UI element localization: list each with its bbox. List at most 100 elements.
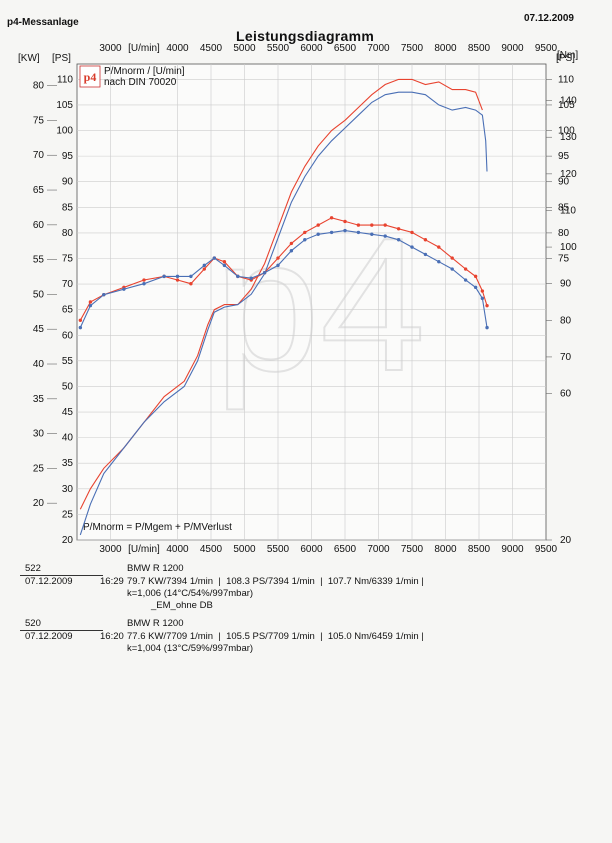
series-line-torque_nm-522 bbox=[79, 217, 488, 321]
run-block-520: 520 BMW R 1200 07.12.2009 16:20 77.6 KW/… bbox=[20, 618, 424, 706]
kw-tick-label: 75 bbox=[33, 115, 45, 126]
data-point-torque_nm-520 bbox=[343, 228, 347, 233]
data-point-torque_nm-520 bbox=[142, 281, 146, 286]
ps-tick-label: 45 bbox=[62, 407, 74, 418]
x-tick-top: 6500 bbox=[334, 43, 357, 54]
p4-logo-text: p4 bbox=[84, 70, 97, 84]
data-point-torque_nm-522 bbox=[142, 278, 146, 282]
data-point-torque_nm-520 bbox=[162, 274, 166, 279]
run-date: 07.12.2009 bbox=[25, 631, 73, 642]
kw-tick-label: 50 bbox=[33, 289, 45, 300]
data-point-torque_nm-520 bbox=[370, 232, 374, 236]
data-point-torque_nm-520 bbox=[410, 245, 414, 249]
ps-tick-label: 100 bbox=[56, 126, 73, 137]
ps-tick-label-right: 75 bbox=[558, 253, 570, 264]
kw-tick-label: 25 bbox=[33, 463, 45, 474]
data-point-torque_nm-522 bbox=[383, 223, 387, 227]
ps-tick-label-right: 100 bbox=[558, 126, 575, 137]
kw-tick-label: 30 bbox=[33, 429, 45, 440]
data-point-torque_nm-522 bbox=[189, 281, 193, 286]
kw-tick-label: 60 bbox=[33, 220, 45, 231]
data-point-torque_nm-520 bbox=[122, 287, 126, 291]
ps-tick-label-right: 105 bbox=[558, 100, 575, 111]
x-tick-top: 4000 bbox=[166, 43, 189, 54]
nm-tick-label: 140 bbox=[560, 96, 577, 107]
x-tick-top: 5500 bbox=[267, 43, 290, 54]
nm-tick-label: 130 bbox=[560, 132, 577, 143]
data-point-torque_nm-522 bbox=[396, 227, 401, 231]
x-tick-top: 9500 bbox=[535, 43, 558, 54]
chart-title: Leistungsdiagramm bbox=[236, 28, 375, 44]
nm-axis-label: [Nm] bbox=[557, 50, 578, 61]
x-tick-bottom: 7000 bbox=[367, 544, 390, 555]
ps-tick-label: 75 bbox=[62, 253, 74, 264]
ps-axis-label-left: [PS] bbox=[52, 53, 71, 64]
run-date: 07.12.2009 bbox=[25, 576, 73, 587]
data-point-torque_nm-520 bbox=[450, 267, 454, 271]
nm-tick-label: 120 bbox=[560, 169, 577, 180]
data-point-torque_nm-522 bbox=[222, 260, 227, 264]
data-point-torque_nm-520 bbox=[262, 271, 267, 275]
ps-tick-label: 60 bbox=[62, 330, 74, 341]
data-point-torque_nm-520 bbox=[222, 263, 227, 268]
ps-axis-label-right: [PS] bbox=[556, 53, 575, 64]
series-line-torque_nm-520 bbox=[79, 230, 488, 328]
data-point-torque_nm-520 bbox=[189, 274, 193, 279]
data-point-torque_nm-520 bbox=[102, 292, 106, 297]
kw-tick-label: 65 bbox=[33, 185, 45, 196]
dyno-chart: p4 3000 4000 4500 5000 5500 6000 6500 7000 7500 80… bbox=[18, 43, 578, 555]
x-tick-top: 3000 bbox=[99, 43, 122, 54]
nm-tick-label: 90 bbox=[560, 279, 572, 290]
x-tick-top: 7500 bbox=[401, 43, 424, 54]
ps-tick-label: 85 bbox=[62, 202, 74, 213]
data-point-torque_nm-522 bbox=[370, 223, 374, 227]
ps-tick-label: 30 bbox=[62, 484, 74, 495]
x-axis-label-top: [U/min] bbox=[128, 43, 160, 54]
data-point-torque_nm-520 bbox=[473, 285, 478, 290]
ps-tick-label: 55 bbox=[62, 356, 74, 367]
ps-tick-label: 80 bbox=[62, 228, 74, 239]
formula-text: P/Mnorm = P/Mgem + P/MVerlust bbox=[83, 522, 232, 533]
x-tick-bottom: 8500 bbox=[468, 544, 491, 555]
x-tick-bottom: 7500 bbox=[401, 544, 424, 555]
run-id: 522 bbox=[25, 563, 41, 574]
run-block-522: 522 BMW R 1200 07.12.2009 16:29 79.7 KW/… bbox=[20, 563, 424, 662]
data-point-torque_nm-520 bbox=[212, 256, 217, 260]
kw-tick-label: 55 bbox=[33, 255, 45, 266]
data-point-torque_nm-520 bbox=[437, 260, 441, 264]
ps-tick-label: 25 bbox=[62, 509, 74, 520]
kw-tick-label: 20 bbox=[33, 498, 45, 509]
data-point-torque_nm-522 bbox=[329, 216, 334, 220]
x-tick-bottom: 4000 bbox=[166, 544, 189, 555]
x-tick-bottom: 8000 bbox=[434, 544, 457, 555]
data-point-torque_nm-522 bbox=[485, 303, 489, 308]
ps-tick-label: 50 bbox=[62, 381, 74, 392]
data-point-torque_nm-520 bbox=[202, 263, 206, 268]
ps-tick-label: 35 bbox=[62, 458, 74, 469]
data-point-torque_nm-522 bbox=[202, 267, 206, 271]
x-tick-bottom: 4500 bbox=[200, 544, 223, 555]
data-point-torque_nm-520 bbox=[236, 274, 240, 279]
data-point-torque_nm-522 bbox=[437, 245, 441, 249]
run-separator bbox=[20, 630, 103, 631]
p4-logo bbox=[79, 65, 101, 88]
ps-tick-label-right: 95 bbox=[558, 151, 570, 162]
run-conditions: k=1,004 (13°C/59%/997mbar) bbox=[127, 643, 254, 654]
kw-tick-label: 40 bbox=[33, 359, 45, 370]
x-tick-top: 8500 bbox=[468, 43, 491, 54]
data-point-torque_nm-522 bbox=[480, 289, 485, 293]
data-point-torque_nm-520 bbox=[356, 230, 361, 235]
data-point-torque_nm-522 bbox=[276, 256, 280, 260]
watermark: p4 bbox=[214, 199, 425, 411]
x-axis-label-bottom: [U/min] bbox=[128, 544, 160, 555]
ps-tick-label: 70 bbox=[62, 279, 74, 290]
kw-tick-label: 35 bbox=[33, 394, 45, 405]
data-point-torque_nm-520 bbox=[303, 238, 307, 242]
ps-tick-label: 95 bbox=[62, 151, 74, 162]
kw-tick-label: 80 bbox=[33, 81, 45, 92]
data-point-torque_nm-520 bbox=[329, 230, 334, 235]
data-point-torque_nm-522 bbox=[289, 241, 294, 246]
data-point-torque_nm-520 bbox=[276, 263, 280, 268]
series-line-power_ps-522 bbox=[79, 78, 483, 510]
nm-tick-label: 80 bbox=[560, 315, 572, 326]
